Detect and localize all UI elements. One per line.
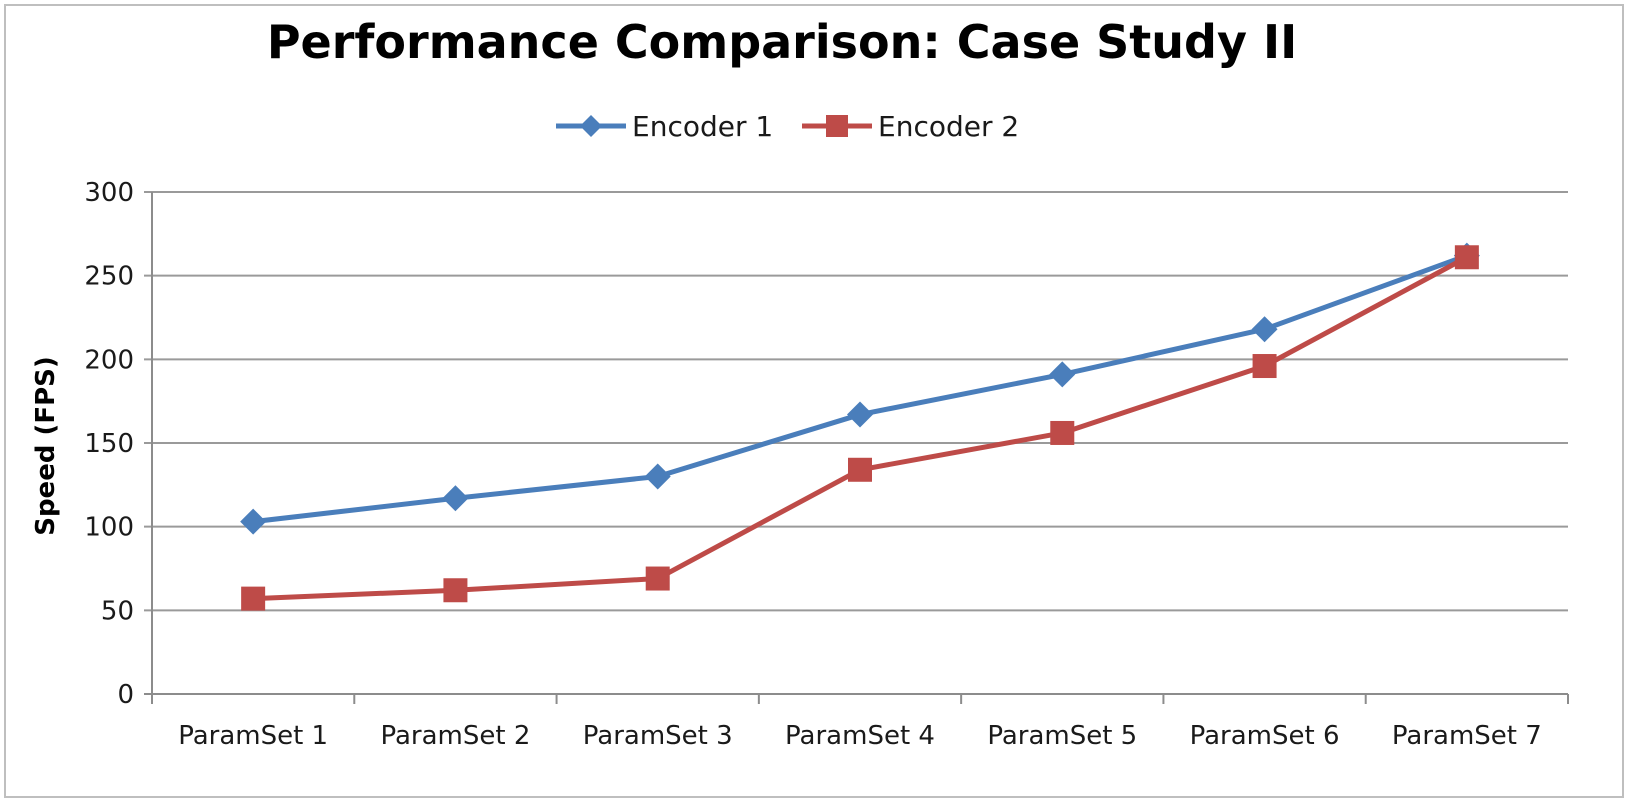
legend-label: Encoder 2 [878,110,1019,143]
data-point [1252,354,1277,379]
y-tick-label: 150 [84,429,134,459]
chart-frame: Performance Comparison: Case Study II En… [4,4,1624,798]
y-tick-label: 0 [117,680,134,710]
data-point [1454,245,1479,270]
x-tick-label: ParamSet 2 [380,721,530,751]
chart-title: Performance Comparison: Case Study II [267,15,1297,69]
data-point [644,463,671,490]
data-point [443,578,468,603]
data-point [442,485,469,512]
y-tick-label: 50 [101,596,134,626]
x-tick-label: ParamSet 3 [583,721,733,751]
data-point [1251,316,1278,343]
y-tick-label: 100 [84,513,134,543]
y-axis-title: Speed (FPS) [31,356,61,536]
data-point [645,566,670,591]
legend-marker [580,115,602,137]
x-tick-label: ParamSet 4 [785,721,935,751]
data-point [1050,420,1075,445]
legend: Encoder 1 Encoder 2 [556,110,1019,143]
data-point [240,508,267,535]
line-chart: Performance Comparison: Case Study II En… [31,15,1569,751]
x-axis-ticks: ParamSet 1 ParamSet 2 ParamSet 3 ParamSet 4… [178,721,1542,751]
data-point [1049,361,1076,388]
y-tick-label: 300 [84,178,134,208]
y-tick-label: 250 [84,262,134,292]
legend-label: Encoder 1 [632,110,773,143]
y-tick-label: 200 [84,345,134,375]
data-point [241,586,266,611]
data-point [848,457,872,482]
x-tick-label: ParamSet 6 [1190,721,1340,751]
y-axis-ticks: 0 50 100 150 200 250 300 [84,178,134,710]
x-tick-label: ParamSet 7 [1392,721,1542,751]
data-point [847,401,873,428]
x-tick-label: ParamSet 5 [987,721,1137,751]
legend-marker [826,115,848,137]
x-axis [151,192,1569,704]
x-tick-label: ParamSet 1 [178,721,328,751]
series-markers [240,242,1480,611]
series-line-2 [253,255,1469,602]
gridlines [144,191,1568,695]
